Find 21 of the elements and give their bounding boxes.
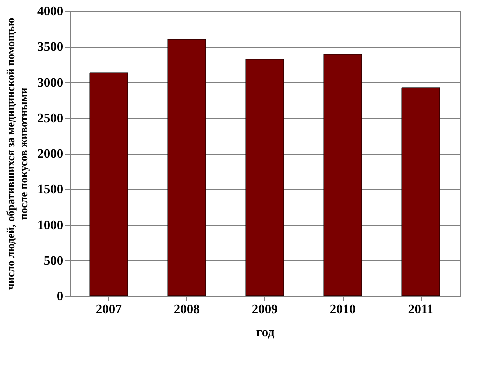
y-tick-label: 2500: [38, 110, 64, 126]
y-tick-label: 1000: [38, 217, 64, 232]
y-tick-label: 3000: [38, 74, 64, 90]
y-axis-title: число людей, обратившихся за медицинской помощью после покусов животными: [6, 18, 30, 290]
bar: [246, 59, 284, 296]
x-axis-title: год: [256, 324, 276, 340]
y-tick-label: 2000: [38, 146, 64, 161]
x-tick-label: 2007: [96, 302, 122, 316]
y-tick-label: 4000: [38, 4, 64, 18]
x-tick-label: 2010: [330, 302, 356, 316]
bar: [402, 88, 440, 296]
bar: [90, 72, 128, 296]
bar: [168, 39, 206, 296]
y-tick-label: 3500: [38, 39, 64, 54]
x-tick-label: 2009: [252, 302, 278, 316]
y-tick-label: 1500: [38, 182, 64, 197]
y-tick-label: 0: [57, 288, 64, 304]
bar: [324, 54, 362, 296]
y-tick-label: 500: [44, 252, 64, 268]
x-tick-label: 2008: [174, 302, 200, 316]
x-tick-label: 2011: [408, 302, 434, 316]
